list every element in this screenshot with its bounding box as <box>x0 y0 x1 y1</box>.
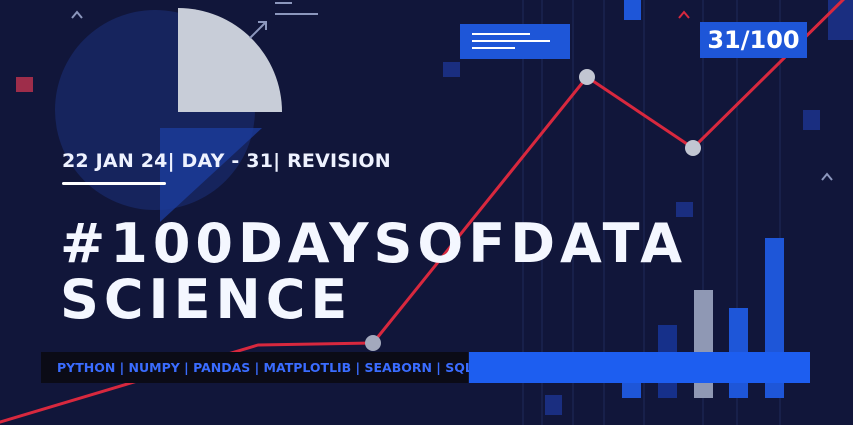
background-grid <box>522 0 781 425</box>
menu-lines <box>275 2 318 15</box>
title-line-2: SCIENCE <box>60 268 353 331</box>
page-title: #100DAYSOFDATA SCIENCE <box>60 216 687 328</box>
deco-squares <box>16 0 853 415</box>
trend-arrow-icon <box>249 21 267 39</box>
skills-list: PYTHON | NUMPY | PANDAS | MATPLOTLIB | S… <box>57 360 482 375</box>
chevron-up-icon-red <box>678 10 690 19</box>
title-line-1: #100DAYSOFDATA <box>60 212 688 275</box>
date-subtitle: 22 JAN 24| DAY - 31| REVISION <box>62 150 391 172</box>
skills-bar-fill <box>469 352 810 383</box>
skills-bar: PYTHON | NUMPY | PANDAS | MATPLOTLIB | S… <box>41 352 482 383</box>
chevron-up-icon <box>71 10 833 181</box>
day-counter-badge: 31/100 <box>700 22 807 58</box>
menu-card <box>460 24 570 59</box>
pie-chart-icon <box>55 8 282 222</box>
subtitle-underline <box>62 182 166 185</box>
